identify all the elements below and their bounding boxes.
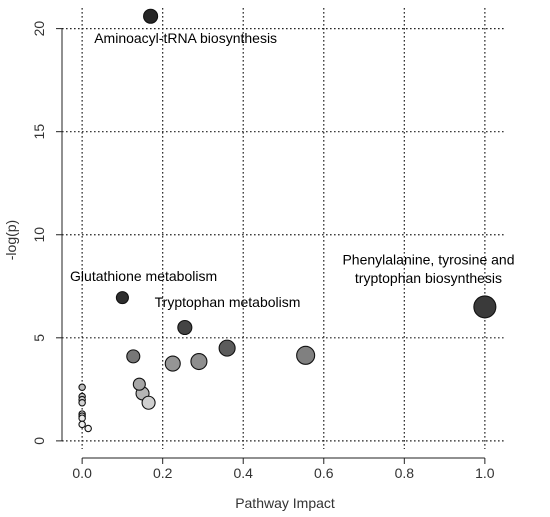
data-point <box>177 319 193 336</box>
x-tick-label: 0.4 <box>233 465 253 481</box>
data-point <box>78 414 86 422</box>
data-point <box>132 377 146 391</box>
point-annotation: Glutathione metabolism <box>70 268 217 284</box>
x-tick-label: 1.0 <box>475 465 495 481</box>
x-tick-label: 0.6 <box>314 465 334 481</box>
y-tick-label: 5 <box>31 334 47 342</box>
point-annotation: Phenylalanine, tyrosine and <box>342 252 514 268</box>
data-point <box>126 349 141 364</box>
data-point <box>78 398 86 407</box>
data-point <box>78 383 86 392</box>
x-axis-title: Pathway Impact <box>235 495 335 511</box>
y-tick-label: 0 <box>31 437 47 445</box>
data-point <box>115 291 129 305</box>
point-annotation: tryptophan biosynthesis <box>355 270 502 286</box>
data-point <box>141 395 156 410</box>
x-tick-label: 0.8 <box>395 465 415 481</box>
y-tick-label: 20 <box>31 21 47 37</box>
point-annotation: Tryptophan metabolism <box>155 294 301 310</box>
annotations: Aminoacyl-tRNA biosynthesis Glutathione m… <box>70 30 514 310</box>
y-tick-label: 15 <box>31 124 47 140</box>
data-point <box>218 339 236 357</box>
y-axis-title: -log(p) <box>3 220 19 260</box>
x-tick-label: 0.2 <box>153 465 173 481</box>
data-point <box>84 424 92 433</box>
data-point <box>78 420 86 429</box>
data-point <box>164 355 181 372</box>
point-annotation: Aminoacyl-tRNA biosynthesis <box>94 30 277 46</box>
grid <box>62 8 505 449</box>
data-points <box>78 8 497 433</box>
data-point <box>190 352 208 371</box>
data-point <box>473 295 497 319</box>
data-point <box>143 8 159 24</box>
y-tick-label: 10 <box>31 227 47 243</box>
axes: 0 5 10 15 20 0.0 0.2 0.4 0.6 0.8 1.0 <box>31 21 495 481</box>
data-point <box>296 345 316 365</box>
x-tick-label: 0.0 <box>72 465 92 481</box>
